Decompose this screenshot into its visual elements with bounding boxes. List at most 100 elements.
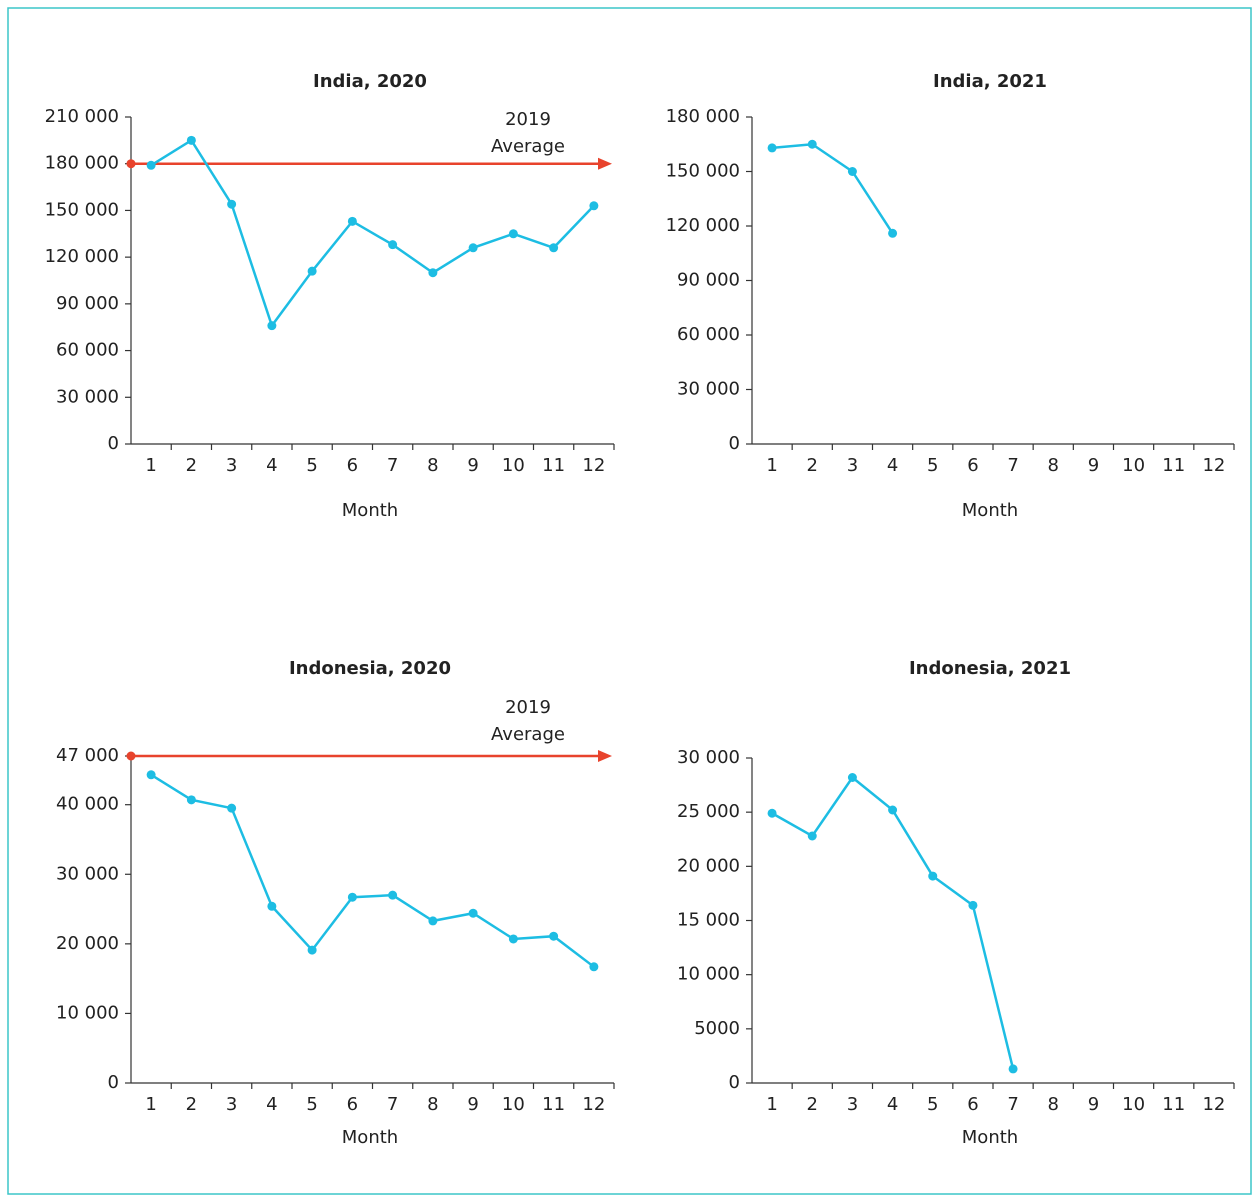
x-tick-label: 11 xyxy=(1162,455,1185,476)
annotation: 2019 xyxy=(505,697,551,718)
data-point xyxy=(428,916,438,926)
data-point xyxy=(549,243,559,253)
data-point xyxy=(508,229,518,239)
data-point xyxy=(928,871,938,881)
y-tick-label: 10 000 xyxy=(677,964,740,985)
chart-title: India, 2021 xyxy=(933,71,1047,92)
x-tick-label: 5 xyxy=(927,1094,938,1115)
chart-title: Indonesia, 2021 xyxy=(909,658,1071,679)
data-point xyxy=(468,908,478,918)
y-tick-label: 0 xyxy=(729,1072,740,1093)
data-point xyxy=(267,321,277,331)
x-tick-label: 9 xyxy=(467,455,478,476)
data-point xyxy=(508,934,518,944)
data-point xyxy=(1008,1064,1018,1074)
x-tick-label: 6 xyxy=(967,1094,978,1115)
x-axis-label: Month xyxy=(962,1127,1018,1148)
y-tick-label: 25 000 xyxy=(677,801,740,822)
data-point xyxy=(146,160,156,170)
data-point xyxy=(186,135,196,145)
x-tick-label: 4 xyxy=(887,455,898,476)
data-point xyxy=(227,199,237,209)
x-tick-label: 10 xyxy=(1122,1094,1145,1115)
x-tick-label: 8 xyxy=(1048,455,1059,476)
data-point xyxy=(347,892,357,902)
x-tick-label: 10 xyxy=(502,455,525,476)
data-line xyxy=(771,775,1015,1070)
data-point xyxy=(589,962,599,972)
annotation: 2019 xyxy=(505,109,551,130)
data-point xyxy=(388,890,398,900)
y-tick-label: 40 000 xyxy=(56,794,119,815)
data-point xyxy=(388,240,398,250)
x-tick-label: 6 xyxy=(967,455,978,476)
x-tick-label: 3 xyxy=(226,455,237,476)
y-tick-label: 30 000 xyxy=(56,863,119,884)
annotation: Average xyxy=(491,136,565,157)
x-tick-label: 3 xyxy=(847,455,858,476)
frame xyxy=(7,7,1252,1195)
data-point xyxy=(888,805,898,815)
y-tick-label: 150 000 xyxy=(45,199,119,220)
x-tick-label: 12 xyxy=(582,1094,605,1115)
x-tick-label: 2 xyxy=(807,1094,818,1115)
y-tick-label: 60 000 xyxy=(677,324,740,345)
x-tick-label: 5 xyxy=(306,455,317,476)
y-tick-label: 210 000 xyxy=(45,106,119,127)
y-tick-label: 90 000 xyxy=(56,293,119,314)
y-tick-label: 0 xyxy=(108,1072,119,1093)
data-point xyxy=(767,808,777,818)
reference-arrow xyxy=(598,750,612,762)
x-tick-label: 4 xyxy=(887,1094,898,1115)
y-tick-label: 47 000 xyxy=(56,745,119,766)
x-tick-label: 9 xyxy=(467,1094,478,1115)
x-tick-label: 8 xyxy=(427,455,438,476)
data-point xyxy=(307,266,317,276)
y-tick-label: 180 000 xyxy=(45,153,119,174)
data-point xyxy=(888,228,898,238)
reference-dot xyxy=(126,751,136,761)
data-line xyxy=(771,142,894,234)
x-tick-label: 7 xyxy=(387,455,398,476)
x-tick-label: 11 xyxy=(1162,1094,1185,1115)
x-tick-label: 8 xyxy=(427,1094,438,1115)
x-tick-label: 1 xyxy=(766,455,777,476)
x-tick-label: 4 xyxy=(266,455,277,476)
y-tick-label: 30 000 xyxy=(677,379,740,400)
x-tick-label: 9 xyxy=(1088,455,1099,476)
y-tick-label: 10 000 xyxy=(56,1002,119,1023)
x-axis-label: Month xyxy=(962,500,1018,521)
annotation: Average xyxy=(491,724,565,745)
data-point xyxy=(589,201,599,211)
x-tick-label: 12 xyxy=(1202,455,1225,476)
x-tick-label: 6 xyxy=(347,455,358,476)
x-tick-label: 6 xyxy=(347,1094,358,1115)
data-point xyxy=(767,143,777,153)
y-tick-label: 90 000 xyxy=(677,270,740,291)
data-point xyxy=(428,268,438,278)
x-tick-label: 3 xyxy=(226,1094,237,1115)
x-tick-label: 5 xyxy=(306,1094,317,1115)
y-tick-label: 60 000 xyxy=(56,340,119,361)
x-tick-label: 7 xyxy=(1007,1094,1018,1115)
data-point xyxy=(847,773,857,782)
y-tick-label: 15 000 xyxy=(677,910,740,931)
x-tick-label: 7 xyxy=(1007,455,1018,476)
data-point xyxy=(847,167,857,176)
x-tick-label: 8 xyxy=(1048,1094,1059,1115)
data-point xyxy=(267,901,277,911)
x-tick-label: 10 xyxy=(502,1094,525,1115)
y-tick-label: 20 000 xyxy=(56,933,119,954)
x-tick-label: 1 xyxy=(766,1094,777,1115)
data-line xyxy=(150,773,595,968)
data-point xyxy=(227,803,237,813)
x-tick-label: 2 xyxy=(186,1094,197,1115)
x-tick-label: 5 xyxy=(927,455,938,476)
data-line xyxy=(150,138,595,329)
x-tick-label: 11 xyxy=(542,1094,565,1115)
x-tick-label: 12 xyxy=(582,455,605,476)
x-tick-label: 2 xyxy=(186,455,197,476)
y-tick-label: 150 000 xyxy=(666,161,740,182)
y-tick-label: 30 000 xyxy=(56,386,119,407)
